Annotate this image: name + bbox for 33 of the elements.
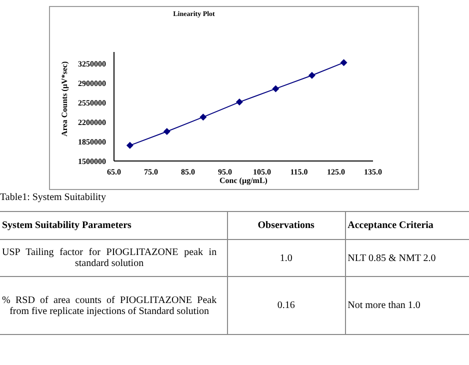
text: Acceptance Criteria xyxy=(345,212,469,240)
x-tick-label: 125.0 xyxy=(327,168,345,177)
x-tick-label: 85.0 xyxy=(181,168,195,177)
caption: Table1: System Suitability xyxy=(0,192,107,203)
x-tick-label: 75.0 xyxy=(144,168,158,177)
x-tick-label: 115.0 xyxy=(290,168,308,177)
text: NLT 0.85 & NMT 2.0 xyxy=(345,240,469,276)
x-tick-label: 105.0 xyxy=(253,168,271,177)
text: % RSD of area counts of PIOGLITAZONE Peak from five replicate injections of Standard solution xyxy=(0,276,228,334)
x-axis-title: Conc (µg/mL) xyxy=(220,176,268,185)
x-tick-label: 95.0 xyxy=(218,168,232,177)
text: 0.16 xyxy=(227,276,346,334)
point xyxy=(200,114,207,121)
text: 1.0 xyxy=(227,240,346,276)
y-tick-label: 2900000 xyxy=(78,78,106,88)
y-tick-label: 2200000 xyxy=(78,118,106,127)
text: Not more than 1.0 xyxy=(345,276,469,334)
y-tick-label: 1850000 xyxy=(78,137,106,146)
text: System Suitability Parameters xyxy=(0,212,228,240)
y-axis-title: Area Counts (µV*sec) xyxy=(60,61,69,136)
point xyxy=(308,72,316,79)
x-tick-label: 65.0 xyxy=(107,168,121,177)
point xyxy=(236,98,243,106)
y-tick-label: 1500000 xyxy=(78,156,106,166)
text: USP Tailing factor for PIOGLITAZONE peak in standard solution xyxy=(0,240,228,276)
x-tick-label: 135.0 xyxy=(364,168,382,177)
point xyxy=(272,85,280,92)
text: Observations xyxy=(227,212,346,240)
point xyxy=(126,142,134,149)
y-tick-label: 2550000 xyxy=(78,98,106,108)
y-tick-label: 3250000 xyxy=(78,60,106,69)
point xyxy=(163,128,170,136)
point xyxy=(340,59,348,66)
